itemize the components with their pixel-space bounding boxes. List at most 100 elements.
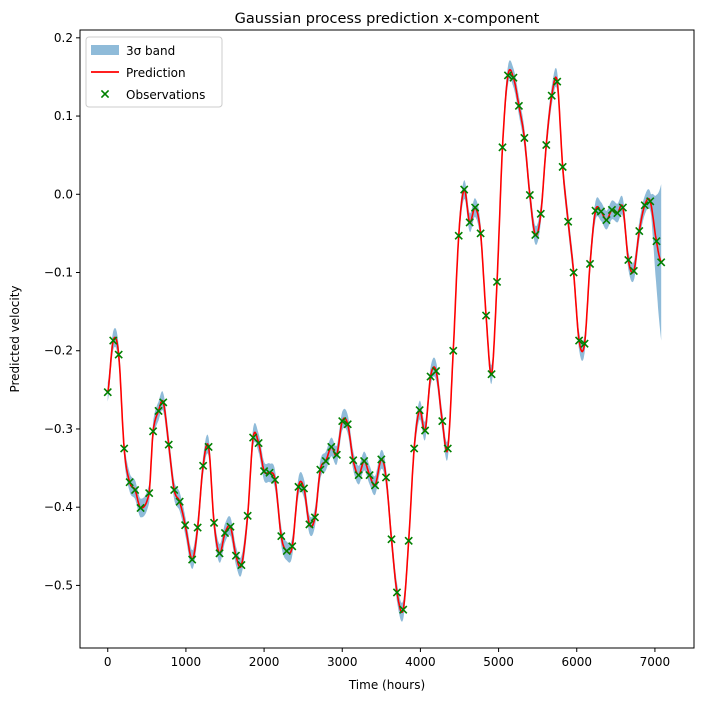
observation-point xyxy=(481,311,491,320)
y-tick-label: 0.2 xyxy=(54,31,73,45)
observation-point xyxy=(449,346,458,355)
observation-point xyxy=(265,468,274,477)
observation-point xyxy=(154,406,163,416)
observation-point xyxy=(503,71,513,80)
x-tick-label: 3000 xyxy=(327,655,358,669)
observation-point xyxy=(454,231,463,240)
observation-point xyxy=(438,416,447,426)
observation-point xyxy=(377,455,386,464)
observation-point xyxy=(354,470,363,480)
observation-point xyxy=(299,484,309,493)
observation-point xyxy=(657,258,666,267)
x-axis: 0 1000 2000 3000 4000 5000 6000 7000 xyxy=(104,648,670,669)
observation-point xyxy=(652,237,661,246)
observation-point xyxy=(387,535,396,544)
observation-point xyxy=(509,73,518,82)
observation-point xyxy=(136,503,145,513)
observation-point xyxy=(607,205,617,215)
legend-observations-swatch xyxy=(100,89,110,99)
observation-point xyxy=(180,521,190,530)
observation-point xyxy=(198,461,208,470)
x-tick-label: 5000 xyxy=(483,655,514,669)
legend-observations-label: Observations xyxy=(126,88,205,102)
observation-point xyxy=(109,336,118,345)
observation-point xyxy=(431,366,441,376)
observation-point xyxy=(409,444,419,453)
observation-point xyxy=(553,77,562,86)
observation-point xyxy=(237,560,246,570)
observation-point xyxy=(193,523,202,532)
x-tick-label: 2000 xyxy=(249,655,280,669)
observation-point xyxy=(542,140,551,150)
legend-band-label: 3σ band xyxy=(126,44,175,58)
observation-point xyxy=(310,513,320,522)
observation-point xyxy=(125,477,134,487)
y-tick-label: 0.0 xyxy=(54,187,73,201)
observation-point xyxy=(204,442,213,452)
observation-point xyxy=(392,588,402,597)
observation-point xyxy=(145,488,154,498)
observation-point xyxy=(305,520,314,529)
observation-point xyxy=(321,456,331,466)
observation-point xyxy=(618,203,628,212)
observation-point xyxy=(130,485,140,495)
observation-point xyxy=(148,427,158,436)
observation-point xyxy=(574,336,584,345)
observation-point xyxy=(640,201,649,210)
observation-point xyxy=(404,536,413,545)
observation-point xyxy=(254,438,263,448)
observation-point xyxy=(215,549,224,558)
observation-point xyxy=(498,143,507,152)
observation-point xyxy=(381,473,391,482)
observation-point xyxy=(465,218,474,227)
observation-point xyxy=(270,475,280,484)
x-tick-label: 7000 xyxy=(640,655,671,669)
observation-point xyxy=(209,518,219,528)
x-axis-label: Time (hours) xyxy=(348,678,425,692)
observation-point xyxy=(175,497,184,506)
y-tick-label: −0.3 xyxy=(44,422,73,436)
observation-point xyxy=(332,450,341,459)
observation-point xyxy=(370,481,380,490)
observation-point xyxy=(635,226,644,236)
observation-point xyxy=(585,259,595,269)
observation-point xyxy=(277,531,286,541)
observation-point xyxy=(514,101,524,111)
observation-point xyxy=(580,339,589,348)
observation-point xyxy=(646,197,655,206)
observation-point xyxy=(624,255,633,265)
observation-point xyxy=(365,470,374,480)
observation-point xyxy=(547,91,556,100)
y-tick-label: 0.1 xyxy=(54,109,73,123)
observation-point xyxy=(602,215,611,225)
y-axis: −0.5 −0.4 −0.3 −0.2 −0.1 0.0 0.1 0.2 xyxy=(44,31,80,592)
observation-point xyxy=(164,440,173,449)
observation-point xyxy=(316,465,325,474)
observation-point xyxy=(231,551,241,560)
observation-point xyxy=(487,370,496,379)
observation-point xyxy=(243,511,252,520)
observation-point xyxy=(525,190,535,200)
observation-point xyxy=(188,555,197,564)
y-tick-label: −0.5 xyxy=(44,578,73,592)
y-tick-label: −0.1 xyxy=(44,266,73,280)
x-tick-label: 1000 xyxy=(171,655,202,669)
observation-point xyxy=(170,485,179,495)
observation-point xyxy=(536,209,545,219)
plot-area xyxy=(103,60,666,622)
observation-point xyxy=(470,203,480,212)
observation-point xyxy=(492,277,502,287)
observation-point xyxy=(343,420,352,429)
observation-point xyxy=(520,133,529,143)
observation-point xyxy=(460,185,469,194)
y-tick-label: −0.2 xyxy=(44,344,73,358)
observation-point xyxy=(338,416,347,426)
observation-point xyxy=(399,605,408,614)
observation-point xyxy=(288,542,297,551)
observation-point xyxy=(349,456,358,465)
x-tick-label: 0 xyxy=(104,655,112,669)
y-axis-label: Predicted velocity xyxy=(8,285,22,392)
y-tick-label: −0.4 xyxy=(44,500,73,514)
observation-point xyxy=(569,268,578,277)
